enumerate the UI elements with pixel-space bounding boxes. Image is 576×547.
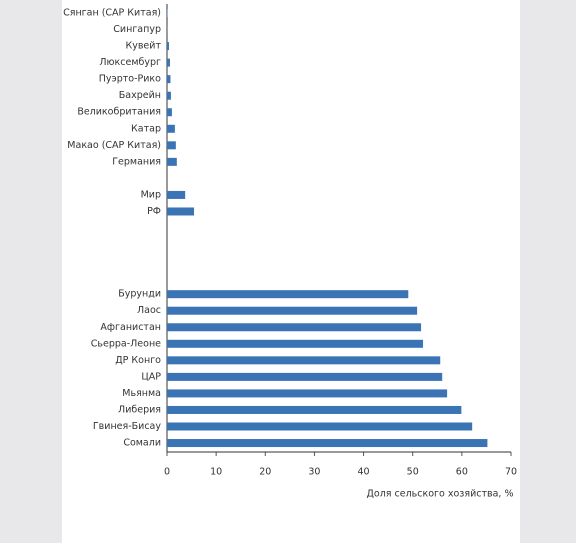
bar [167,108,172,116]
x-tick-label: 10 [210,467,222,478]
bar [167,373,442,381]
y-tick-label: Сомали [123,438,161,449]
bar [167,191,185,199]
bar [167,92,171,100]
bar [167,75,170,83]
y-tick-label: ЦАР [141,371,161,382]
x-tick-label: 30 [308,467,320,478]
bar [167,125,175,133]
y-tick-label: Мьянма [122,388,161,399]
x-tick-label: 0 [164,467,170,478]
y-tick-label: Сингапур [113,24,161,35]
bar [167,340,423,348]
y-tick-label: Афганистан [100,322,161,333]
bar [167,158,177,166]
bar [167,59,170,67]
bar [167,141,176,149]
y-tick-label: Бахрейн [119,90,161,101]
y-tick-label: Великобритания [77,107,161,118]
bar [167,439,487,447]
y-tick-label: Гвинея-Бисау [93,421,162,432]
y-tick-label: Либерия [118,404,161,415]
bar [167,307,417,315]
x-axis-label: Доля сельского хозяйства, % [367,489,514,500]
bar [167,389,447,397]
x-tick-label: 20 [259,467,271,478]
bar [167,290,408,298]
bar [167,406,461,414]
y-tick-label: Мир [141,189,161,200]
bar [167,42,169,50]
bar [167,356,440,364]
x-tick-label: 50 [407,467,419,478]
y-tick-label: Пуэрто-Рико [99,74,161,85]
x-tick-label: 40 [358,467,370,478]
x-tick-label: 70 [505,467,517,478]
y-tick-label: Лаос [137,305,161,316]
y-tick-label: Бурунди [118,289,161,300]
y-tick-label: РФ [147,206,161,217]
bar [167,323,421,331]
y-tick-label: Макао (САР Китая) [67,140,161,151]
y-tick-label: Кувейт [125,41,161,52]
y-tick-label: Сьерра-Леоне [91,338,161,349]
y-tick-label: Германия [112,156,161,167]
y-tick-label: ДР Конго [115,355,161,366]
y-tick-label: Сянган (САР Китая) [63,8,161,19]
y-tick-label: Катар [131,123,161,134]
bar [167,423,472,431]
x-tick-label: 60 [456,467,468,478]
bar [167,207,194,215]
y-tick-label: Люксембург [99,57,161,68]
